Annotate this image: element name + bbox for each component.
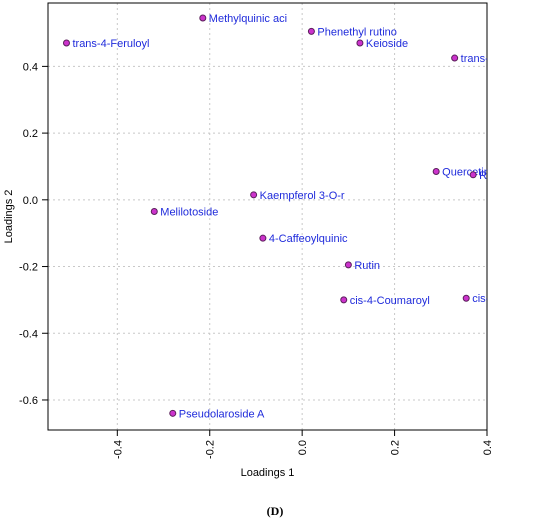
data-point — [451, 54, 459, 62]
x-tick-label: -0.2 — [205, 440, 217, 459]
data-point — [356, 39, 364, 47]
data-point — [462, 294, 470, 302]
data-point — [340, 296, 348, 304]
data-point-label: trans-4-Feruloyl — [72, 38, 149, 50]
data-point-label: Kaempferol 3-O-r — [260, 190, 345, 202]
data-point-label: Keioside — [366, 38, 408, 50]
plot-frame — [47, 2, 488, 431]
x-tick-label: 0.0 — [297, 440, 309, 455]
data-point-label: Pseudolaroside A — [179, 408, 265, 420]
data-point — [344, 261, 352, 269]
y-tick-label: -0.4 — [19, 328, 38, 340]
x-tick-label: -0.4 — [112, 440, 124, 459]
data-point-label: Melilotoside — [160, 206, 218, 218]
data-point — [432, 167, 440, 175]
data-point — [169, 409, 177, 417]
data-point-label: Phenethyl rutino — [317, 26, 397, 38]
data-point — [307, 27, 315, 35]
data-point — [150, 207, 158, 215]
y-tick-label: 0.4 — [23, 61, 38, 73]
data-point — [62, 39, 70, 47]
data-point — [250, 191, 258, 199]
x-tick-label: 0.2 — [390, 440, 402, 455]
y-tick-label: -0.6 — [19, 395, 38, 407]
data-point-label: 4-Caffeoylquinic — [269, 233, 348, 245]
figure-caption: (D) — [266, 504, 284, 518]
data-point-label: Rutin — [354, 260, 380, 272]
y-axis-label: Loadings 2 — [3, 190, 15, 244]
y-tick-label: -0.2 — [19, 262, 38, 274]
data-point-label: trans-4-Coumaroy — [461, 53, 550, 65]
data-point-label: cis-4-Coumaroyl — [350, 295, 430, 307]
x-axis-label: Loadings 1 — [241, 467, 295, 479]
x-tick-label: 0.4 — [482, 440, 494, 455]
data-point-label: cis-4-Feruloylqu — [472, 293, 550, 305]
y-tick-label: 0.2 — [23, 128, 38, 140]
data-point — [199, 14, 207, 22]
y-tick-label: 0.0 — [23, 195, 38, 207]
data-point-label: Rhamnetin 3-O — [479, 170, 550, 182]
data-point-label: Methylquinic aci — [209, 13, 287, 25]
data-point — [259, 234, 267, 242]
data-point — [469, 171, 477, 179]
